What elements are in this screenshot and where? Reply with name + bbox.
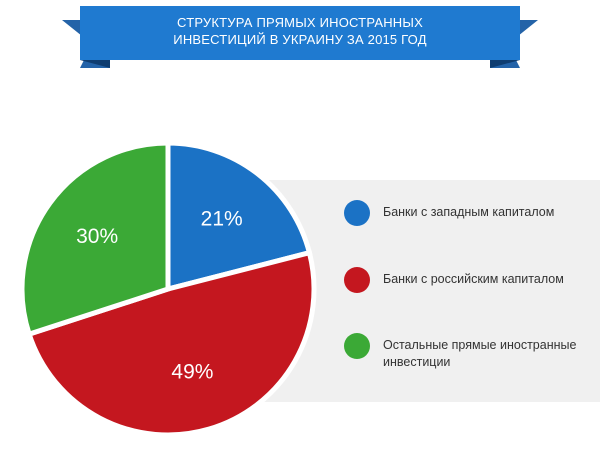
legend-marker — [344, 200, 370, 226]
pie-slice — [25, 249, 317, 438]
slice-label: 30% — [76, 225, 118, 248]
pie-slice — [19, 140, 171, 338]
legend-marker — [344, 333, 370, 359]
pie: 21% 49% 30% — [19, 140, 317, 438]
legend-label: Остальные прямые иностранные инвестиции — [383, 338, 577, 369]
ribbon-fold — [490, 60, 520, 68]
legend-marker — [344, 267, 370, 293]
legend-label: Банки с западным капиталом — [383, 205, 555, 219]
ribbon-fold — [80, 60, 110, 68]
slice-label: 21% — [201, 207, 243, 230]
slice-label: 49% — [171, 361, 213, 384]
pie-slice — [165, 140, 313, 293]
chart-title: СТРУКТУРА ПРЯМЫХ ИНОСТРАННЫХ ИНВЕСТИЦИЙ … — [173, 15, 427, 47]
legend-label: Банки с российским капиталом — [383, 272, 564, 286]
ribbon — [80, 6, 520, 60]
